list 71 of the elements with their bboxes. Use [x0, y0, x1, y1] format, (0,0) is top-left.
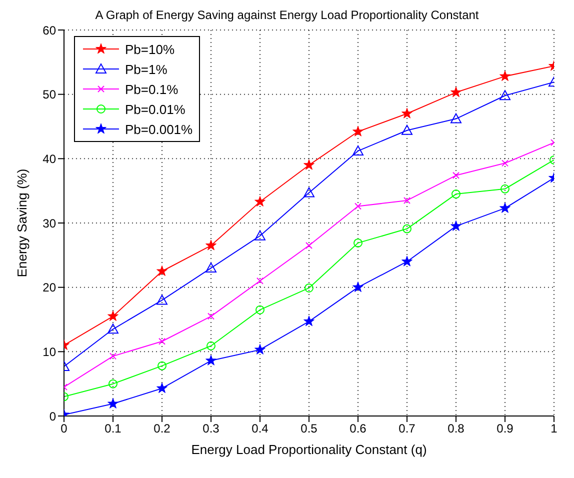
point	[452, 190, 460, 199]
point	[206, 354, 216, 366]
y-tick-label: 40	[42, 152, 56, 166]
legend-label: Pb=1%	[125, 62, 168, 76]
legend-label: Pb=0.001%	[125, 122, 193, 136]
point	[158, 338, 166, 345]
x-axis-title: Energy Load Proportionality Constant (q)	[191, 442, 427, 457]
point	[450, 86, 462, 98]
point	[450, 220, 462, 231]
point	[450, 113, 462, 124]
point	[304, 159, 314, 170]
y-tick-label: 0	[49, 409, 56, 424]
point	[402, 124, 412, 135]
point	[402, 108, 412, 118]
legend-label: Pb=10%	[125, 42, 175, 56]
point	[500, 184, 510, 194]
point	[156, 382, 168, 394]
point	[108, 379, 118, 388]
legend-label: Pb=0.1%	[125, 82, 178, 96]
x-tick-label: 0.1	[104, 422, 122, 436]
x-tick-label: 0.8	[448, 422, 465, 436]
legend-label: Pb=0.01%	[125, 102, 186, 116]
x-tick-label: 1	[550, 422, 558, 436]
y-tick-label: 20	[42, 280, 56, 295]
point	[304, 187, 314, 198]
point	[306, 242, 312, 250]
point	[256, 277, 264, 284]
point	[108, 310, 118, 321]
point	[500, 202, 510, 213]
x-tick-label: 0.9	[496, 422, 514, 436]
y-tick-label: 50	[42, 88, 56, 102]
point	[208, 312, 214, 320]
point	[304, 283, 314, 292]
point	[256, 305, 264, 314]
point	[502, 160, 508, 167]
point	[110, 352, 116, 360]
point	[352, 282, 364, 292]
chart-title: A Graph of Energy Saving against Energy Load Proportionality Constant	[95, 8, 479, 22]
point	[452, 172, 460, 179]
point	[352, 145, 364, 156]
x-tick-label: 0.5	[300, 422, 318, 436]
x-tick-label: 0.6	[350, 422, 367, 436]
point	[402, 256, 412, 266]
point	[304, 316, 314, 326]
point	[404, 196, 410, 204]
point	[156, 294, 168, 305]
y-tick-label: 30	[42, 216, 56, 230]
y-axis-title: Energy Saving (%)	[14, 168, 30, 278]
point	[254, 344, 266, 354]
point	[402, 224, 412, 234]
y-tick-label: 10	[42, 344, 56, 359]
point	[354, 238, 362, 248]
x-tick-label: 0.2	[154, 422, 171, 436]
x-tick-label: 0.3	[202, 422, 220, 436]
point	[354, 202, 362, 210]
y-tick-label: 60	[42, 23, 56, 38]
point	[254, 196, 266, 206]
point	[206, 262, 216, 273]
point	[206, 240, 216, 250]
point	[206, 341, 216, 350]
point	[500, 90, 510, 100]
x-tick-label: 0	[60, 422, 68, 436]
point	[108, 398, 118, 408]
point	[254, 230, 266, 240]
point	[108, 324, 118, 334]
x-tick-label: 0.4	[252, 422, 269, 436]
point	[500, 70, 510, 82]
point	[156, 266, 168, 276]
point	[158, 361, 166, 370]
point	[352, 126, 364, 136]
x-tick-label: 0.7	[398, 422, 416, 436]
